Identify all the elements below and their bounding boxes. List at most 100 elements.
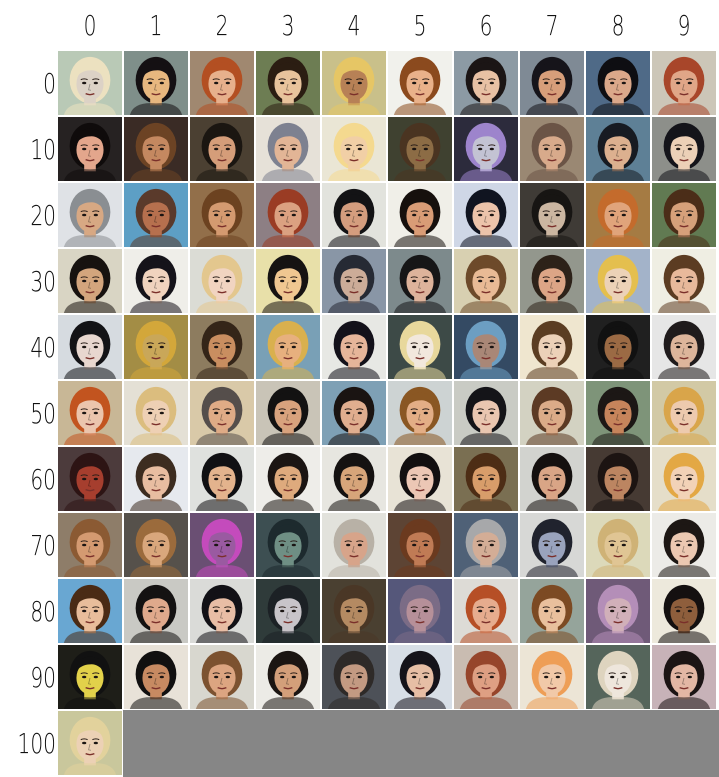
portrait-tile	[387, 248, 453, 314]
portrait-tile	[57, 710, 123, 776]
portrait-tile	[453, 116, 519, 182]
portrait-image	[388, 183, 452, 247]
portrait-image	[124, 447, 188, 511]
portrait-image	[652, 315, 716, 379]
portrait-image	[124, 579, 188, 643]
portrait-image	[190, 183, 254, 247]
portrait-image	[58, 315, 122, 379]
portrait-tile	[255, 380, 321, 446]
portrait-tile	[255, 248, 321, 314]
column-label: 4	[347, 8, 361, 42]
portrait-tile	[189, 644, 255, 710]
portrait-tile	[255, 446, 321, 512]
portrait-image	[454, 51, 518, 115]
portrait-tile	[189, 50, 255, 116]
portrait-image	[388, 513, 452, 577]
portrait-tile	[123, 512, 189, 578]
portrait-image	[58, 711, 122, 775]
portrait-tile	[123, 182, 189, 248]
portrait-tile	[57, 182, 123, 248]
portrait-image	[322, 117, 386, 181]
portrait-tile	[57, 248, 123, 314]
portrait-tile	[651, 116, 717, 182]
portrait-image	[124, 645, 188, 709]
portrait-tile	[651, 380, 717, 446]
portrait-image	[520, 579, 584, 643]
portrait-image	[454, 513, 518, 577]
portrait-tile	[189, 116, 255, 182]
portrait-tile	[585, 512, 651, 578]
portrait-tile	[585, 182, 651, 248]
portrait-image	[58, 117, 122, 181]
portrait-tile	[123, 578, 189, 644]
portrait-tile	[189, 578, 255, 644]
portrait-image	[454, 117, 518, 181]
portrait-image	[586, 51, 650, 115]
column-label: 3	[281, 8, 295, 42]
portrait-tile	[387, 314, 453, 380]
column-label: 8	[611, 8, 625, 42]
portrait-tile	[453, 380, 519, 446]
portrait-tile	[453, 50, 519, 116]
portrait-image	[586, 381, 650, 445]
portrait-image	[256, 381, 320, 445]
portrait-tile	[123, 50, 189, 116]
portrait-tile	[519, 314, 585, 380]
portrait-image	[652, 183, 716, 247]
portrait-tile	[321, 50, 387, 116]
portrait-tile	[519, 512, 585, 578]
portrait-image	[58, 51, 122, 115]
portrait-image	[454, 381, 518, 445]
portrait-image	[652, 513, 716, 577]
portrait-tile	[585, 644, 651, 710]
portrait-tile	[255, 116, 321, 182]
portrait-tile	[453, 578, 519, 644]
row-label: 20	[30, 198, 56, 232]
portrait-tile	[585, 446, 651, 512]
portrait-image	[124, 381, 188, 445]
portrait-tile	[123, 380, 189, 446]
row-label: 100	[17, 726, 57, 760]
portrait-image	[190, 249, 254, 313]
portrait-image	[322, 447, 386, 511]
portrait-image	[388, 315, 452, 379]
column-label: 6	[479, 8, 493, 42]
portrait-image	[652, 447, 716, 511]
portrait-tile	[255, 578, 321, 644]
portrait-image	[58, 579, 122, 643]
portrait-tile	[651, 446, 717, 512]
portrait-tile	[57, 644, 123, 710]
portrait-image	[520, 51, 584, 115]
portrait-image	[256, 183, 320, 247]
portrait-tile	[189, 512, 255, 578]
portrait-tile	[585, 248, 651, 314]
portrait-tile	[189, 380, 255, 446]
portrait-tile	[321, 116, 387, 182]
portrait-tile	[651, 578, 717, 644]
portrait-tile	[585, 314, 651, 380]
portrait-image	[652, 579, 716, 643]
portrait-tile	[651, 182, 717, 248]
portrait-image	[190, 645, 254, 709]
portrait-tile	[387, 50, 453, 116]
portrait-tile	[387, 446, 453, 512]
portrait-image	[652, 117, 716, 181]
portrait-tile	[255, 644, 321, 710]
portrait-image	[586, 513, 650, 577]
row-label: 70	[30, 528, 56, 562]
portrait-image	[190, 315, 254, 379]
portrait-image	[190, 513, 254, 577]
portrait-image	[652, 645, 716, 709]
portrait-tile	[651, 644, 717, 710]
portrait-image	[388, 645, 452, 709]
portrait-image	[520, 315, 584, 379]
portrait-image	[124, 51, 188, 115]
portrait-tile	[189, 314, 255, 380]
portrait-tile	[453, 644, 519, 710]
portrait-tile	[387, 512, 453, 578]
portrait-image	[454, 249, 518, 313]
portrait-tile	[519, 446, 585, 512]
row-label: 40	[30, 330, 56, 364]
portrait-tile	[387, 116, 453, 182]
portrait-tile	[387, 380, 453, 446]
